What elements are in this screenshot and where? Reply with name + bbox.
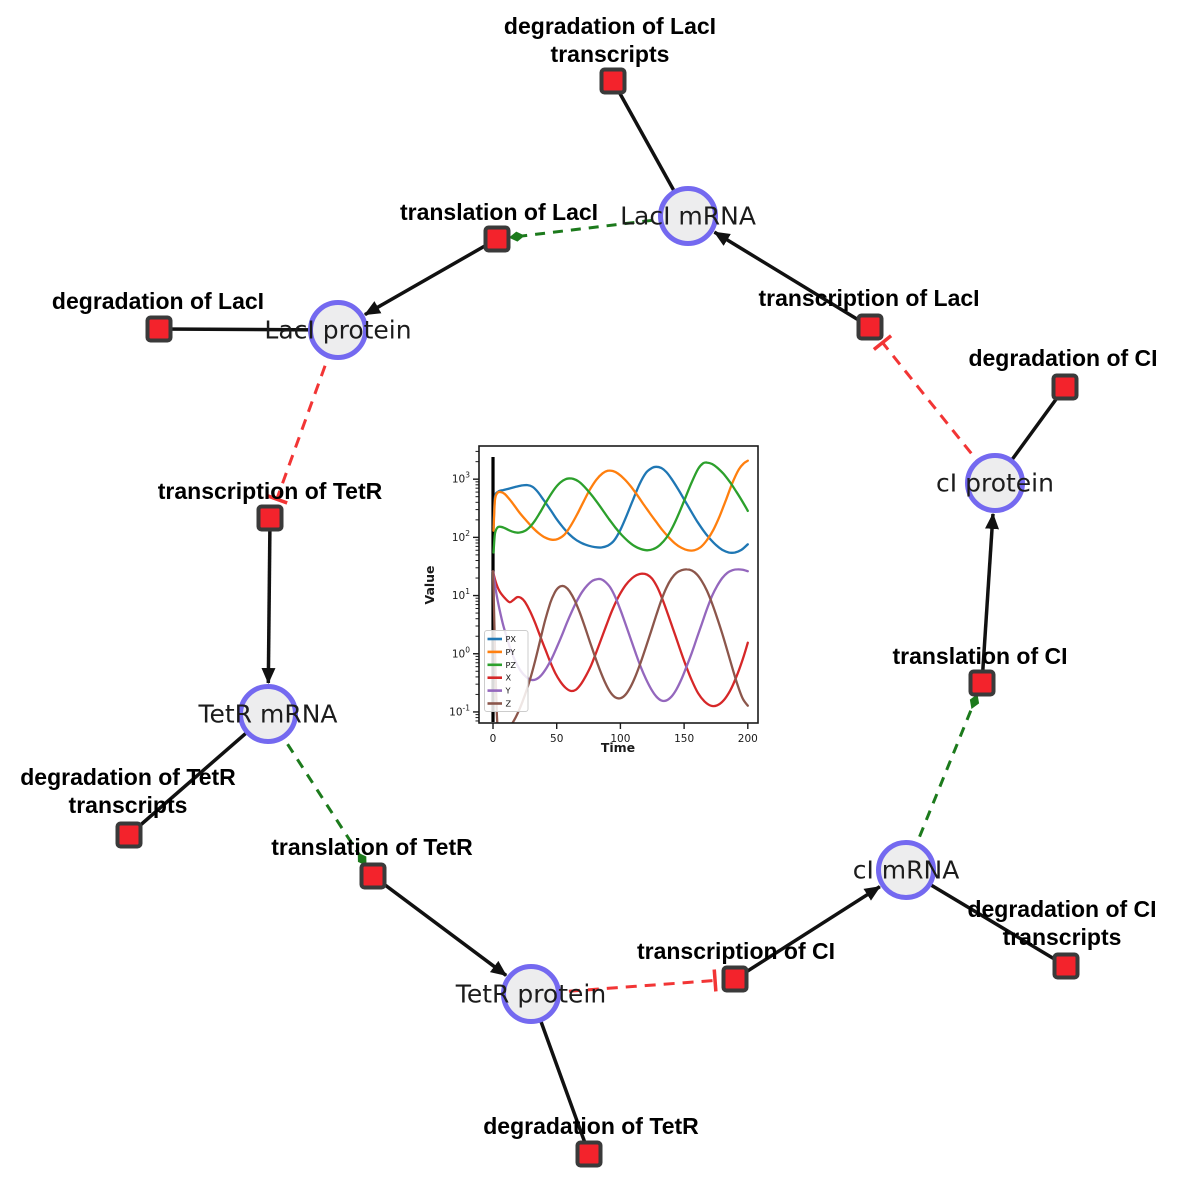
species-node-laci_mrna[interactable] bbox=[658, 186, 718, 246]
species-node-tetr_protein[interactable] bbox=[501, 964, 561, 1024]
reaction-node-txn_laci[interactable] bbox=[856, 313, 884, 341]
reaction-node-deg_tetr[interactable] bbox=[575, 1140, 603, 1168]
reaction-label-line: degradation of CI bbox=[967, 896, 1157, 922]
reaction-node-deg_laci_tx[interactable] bbox=[599, 67, 627, 95]
species-label-laci_mrna: LacI mRNA bbox=[620, 201, 756, 231]
reaction-label-line: transcripts bbox=[550, 41, 670, 68]
reaction-node-transl_ci[interactable] bbox=[968, 669, 996, 697]
reaction-node-txn_tetr[interactable] bbox=[256, 504, 284, 532]
species-node-ci_protein[interactable] bbox=[965, 453, 1025, 513]
species-node-tetr_mrna[interactable] bbox=[238, 684, 298, 744]
reaction-label-transl_ci: translation of CI bbox=[892, 642, 1067, 670]
species-node-laci_protein[interactable] bbox=[308, 300, 368, 360]
reaction-label-deg_ci: degradation of CI bbox=[968, 344, 1157, 372]
reaction-label-deg_tetr_tx: degradation of TetR transcripts bbox=[20, 763, 236, 819]
reaction-label-txn_ci: transcription of CI bbox=[637, 937, 835, 965]
reaction-label-line: degradation of CI bbox=[968, 345, 1158, 371]
reaction-label-line: degradation of TetR bbox=[20, 764, 236, 790]
species-node-ci_mrna[interactable] bbox=[876, 840, 936, 900]
reaction-label-line: degradation of TetR bbox=[483, 1113, 699, 1139]
reaction-label-transl_tetr: translation of TetR bbox=[271, 833, 472, 861]
reaction-node-deg_laci[interactable] bbox=[145, 315, 173, 343]
reaction-node-transl_laci[interactable] bbox=[483, 225, 511, 253]
reaction-node-deg_ci_tx[interactable] bbox=[1052, 952, 1080, 980]
reaction-label-line: transcription of LacI bbox=[758, 285, 980, 311]
species-label-laci_protein: LacI protein bbox=[264, 315, 412, 345]
reaction-node-deg_ci[interactable] bbox=[1051, 373, 1079, 401]
reaction-label-txn_tetr: transcription of TetR bbox=[158, 477, 382, 505]
reaction-label-line: translation of CI bbox=[892, 643, 1068, 669]
species-label-tetr_protein: TetR protein bbox=[455, 979, 607, 1009]
reaction-label-deg_laci_tx: degradation of LacI transcripts bbox=[504, 12, 716, 68]
reaction-label-line: transcription of CI bbox=[636, 938, 836, 964]
reaction-label-line: transcripts bbox=[68, 792, 188, 819]
reaction-label-deg_ci_tx: degradation of CI transcripts bbox=[967, 895, 1156, 951]
reaction-node-txn_ci[interactable] bbox=[721, 965, 749, 993]
species-label-ci_mrna: cI mRNA bbox=[852, 855, 960, 885]
reaction-label-transl_laci: translation of LacI bbox=[400, 198, 598, 226]
reaction-label-line: transcription of TetR bbox=[157, 478, 383, 504]
reaction-label-deg_laci: degradation of LacI bbox=[52, 287, 264, 315]
reaction-node-transl_tetr[interactable] bbox=[359, 862, 387, 890]
species-label-tetr_mrna: TetR mRNA bbox=[198, 699, 338, 729]
reaction-label-line: translation of LacI bbox=[399, 199, 599, 225]
reaction-label-line: degradation of LacI bbox=[51, 288, 265, 314]
reaction-node-deg_tetr_tx[interactable] bbox=[115, 821, 143, 849]
reaction-label-deg_tetr: degradation of TetR bbox=[483, 1112, 699, 1140]
reaction-label-line: transcripts bbox=[1002, 924, 1122, 951]
reaction-label-txn_laci: transcription of LacI bbox=[758, 284, 979, 312]
reaction-label-line: degradation of LacI bbox=[503, 13, 717, 39]
species-label-ci_protein: cI protein bbox=[936, 468, 1054, 498]
reaction-label-line: translation of TetR bbox=[271, 834, 473, 860]
